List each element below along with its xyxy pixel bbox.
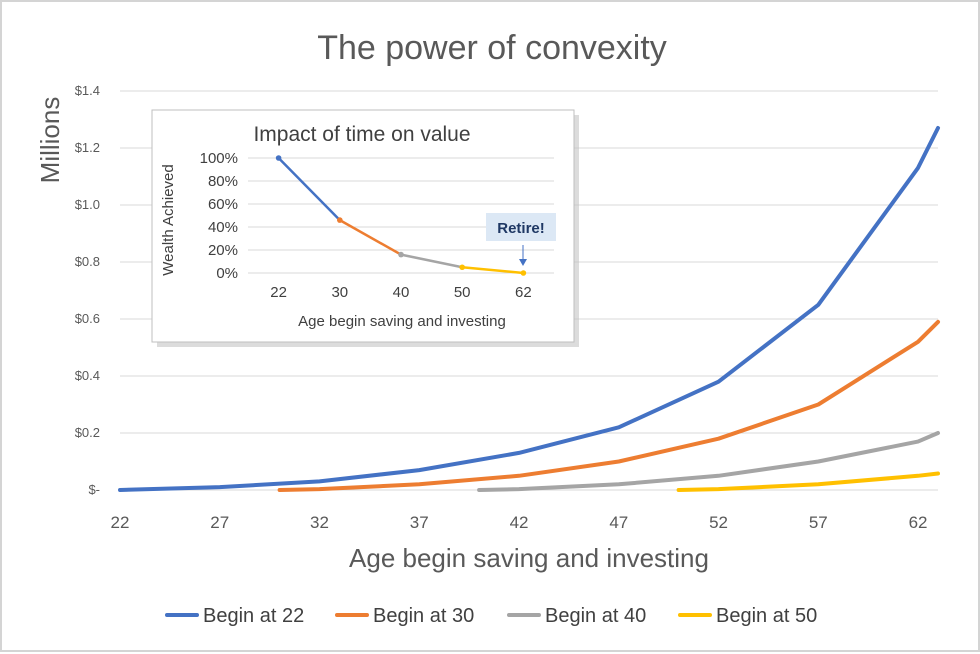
x-tick-label: 52 bbox=[709, 513, 728, 532]
series-lines bbox=[118, 126, 940, 492]
inset-y-tick-label: 20% bbox=[208, 242, 238, 259]
retire-callout: Retire! bbox=[497, 220, 545, 237]
inset-line-segment bbox=[277, 156, 342, 222]
inset-point bbox=[275, 155, 282, 161]
inset-y-tick-label: 80% bbox=[208, 173, 238, 190]
y-axis-title: Millions bbox=[35, 97, 65, 184]
inset-y-tick-label: 100% bbox=[200, 150, 238, 167]
inset-chart: Impact of time on value 100% 80% 60% 40% 20%… bbox=[151, 109, 579, 347]
inset-x-ticks: 22 30 40 50 62 bbox=[270, 284, 531, 301]
inset-point bbox=[520, 270, 527, 276]
x-axis-title: Age begin saving and investing bbox=[349, 543, 709, 573]
retire-arrowhead bbox=[519, 259, 527, 266]
inset-line-segment bbox=[399, 253, 464, 269]
x-axis-ticks: 22 27 32 37 42 47 52 57 62 bbox=[111, 513, 928, 532]
inset-point bbox=[398, 251, 404, 258]
inset-x-tick-label: 30 bbox=[331, 284, 348, 301]
x-tick-label: 27 bbox=[210, 513, 229, 532]
inset-x-tick-label: 22 bbox=[270, 284, 287, 301]
x-tick-label: 57 bbox=[809, 513, 828, 532]
inset-x-tick-label: 40 bbox=[393, 284, 410, 301]
legend-item[interactable]: Begin at 30 bbox=[373, 605, 474, 627]
inset-line-segment bbox=[338, 218, 403, 256]
x-tick-label: 47 bbox=[609, 513, 628, 532]
x-tick-label: 37 bbox=[410, 513, 429, 532]
y-tick-label: $0.8 bbox=[75, 254, 100, 269]
inset-line-segment bbox=[460, 266, 525, 275]
y-tick-label: $0.4 bbox=[75, 368, 100, 383]
y-axis-ticks: $- $0.2 $0.4 $0.6 $0.8 $1.0 $1.2 $1.4 bbox=[75, 83, 100, 497]
retire-callout-box bbox=[486, 213, 556, 241]
y-tick-label: $1.2 bbox=[75, 140, 100, 155]
inset-x-axis-title: Age begin saving and investing bbox=[298, 313, 506, 330]
inset-y-tick-label: 60% bbox=[208, 196, 238, 213]
series-line-begin-at-40 bbox=[477, 431, 940, 492]
inset-y-tick-label: 40% bbox=[208, 219, 238, 236]
x-tick-label: 42 bbox=[510, 513, 529, 532]
legend-item[interactable]: Begin at 22 bbox=[203, 605, 304, 627]
inset-y-ticks: 100% 80% 60% 40% 20% 0% bbox=[200, 150, 238, 282]
y-tick-label: $1.4 bbox=[75, 83, 100, 98]
y-tick-label: $0.6 bbox=[75, 311, 100, 326]
y-tick-label: $- bbox=[88, 482, 100, 497]
x-tick-label: 32 bbox=[310, 513, 329, 532]
series-line-begin-at-30 bbox=[277, 319, 940, 492]
x-tick-label: 62 bbox=[909, 513, 928, 532]
y-tick-label: $0.2 bbox=[75, 425, 100, 440]
series-line-begin-at-22 bbox=[118, 126, 940, 492]
inset-x-tick-label: 62 bbox=[515, 284, 532, 301]
inset-title: Impact of time on value bbox=[253, 123, 470, 146]
legend-item[interactable]: Begin at 50 bbox=[716, 605, 817, 627]
inset-point bbox=[337, 217, 343, 223]
legend[interactable]: Begin at 22 Begin at 30 Begin at 40 Begin a… bbox=[165, 605, 817, 627]
y-tick-label: $1.0 bbox=[75, 197, 100, 212]
inset-line bbox=[275, 155, 527, 276]
x-tick-label: 22 bbox=[111, 513, 130, 532]
inset-x-tick-label: 50 bbox=[454, 284, 471, 301]
inset-y-axis-title: Wealth Achieved bbox=[160, 164, 177, 275]
chart-title: The power of convexity bbox=[317, 29, 667, 67]
series-line-begin-at-50 bbox=[676, 471, 940, 492]
legend-item[interactable]: Begin at 40 bbox=[545, 605, 646, 627]
inset-y-tick-label: 0% bbox=[216, 265, 238, 282]
inset-point bbox=[459, 264, 466, 271]
